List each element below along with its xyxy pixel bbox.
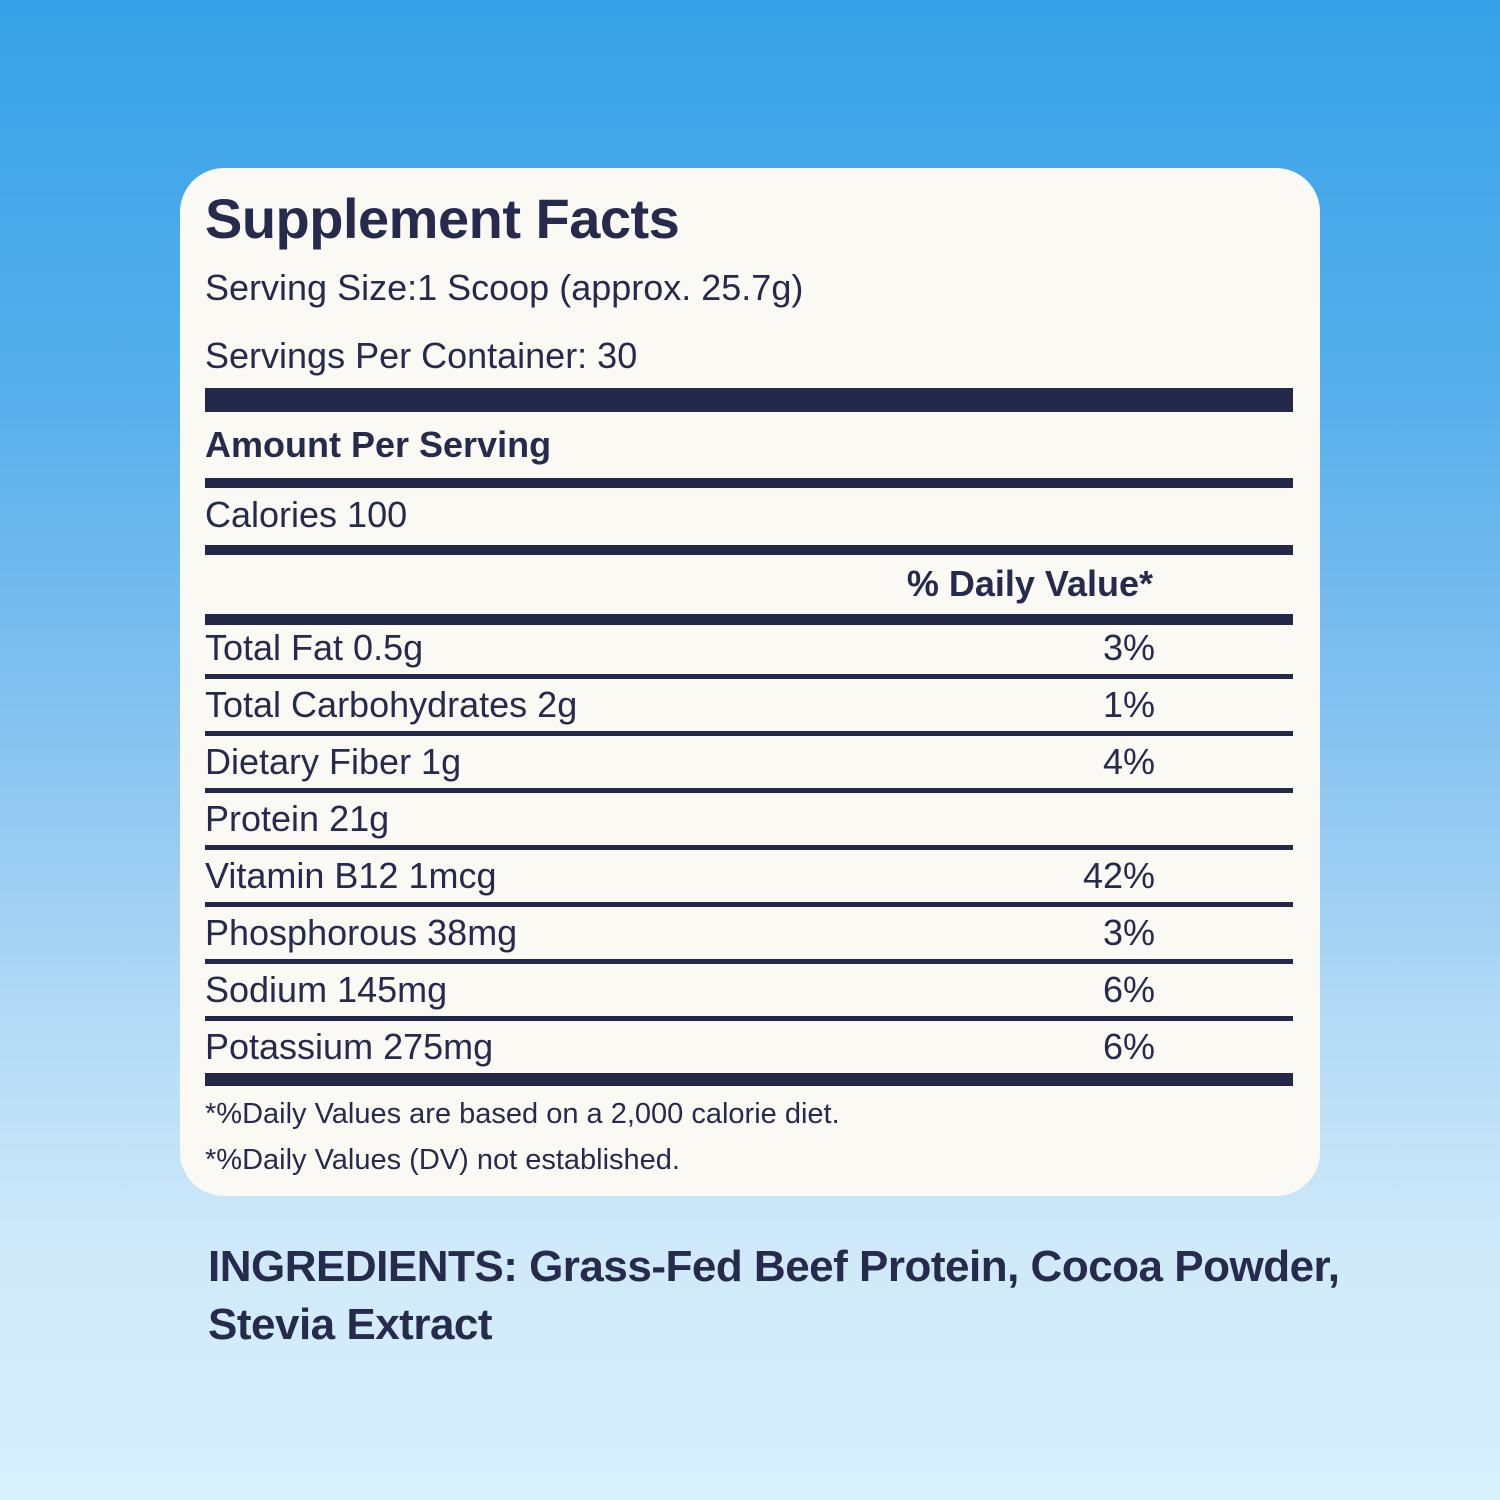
row-divider [205, 674, 1293, 679]
rule-under-daily-value-header [205, 614, 1293, 625]
nutrient-name: Total Fat 0.5g [205, 627, 424, 668]
thick-rule-top [205, 388, 1293, 412]
row-divider [205, 731, 1293, 736]
daily-value-column-header: % Daily Value* [906, 563, 1153, 604]
rule-under-amount-per-serving [205, 478, 1293, 488]
serving-size-text: Serving Size:1 Scoop (approx. 25.7g) [205, 267, 804, 308]
nutrient-daily-value: 6% [1102, 969, 1155, 1010]
rule-under-calories [205, 545, 1293, 555]
nutrient-daily-value: 6% [1102, 1026, 1155, 1067]
nutrient-row-sodium: Sodium 145mg 6% [205, 964, 1293, 1016]
nutrient-row-total-fat: Total Fat 0.5g 3% [205, 622, 1293, 674]
nutrient-row-total-carbohydrates: Total Carbohydrates 2g 1% [205, 679, 1293, 731]
row-divider [205, 845, 1293, 850]
thick-rule-bottom [205, 1073, 1293, 1086]
nutrient-daily-value: 4% [1102, 741, 1155, 782]
panel-title: Supplement Facts [205, 187, 680, 250]
nutrient-daily-value: 42% [1082, 855, 1155, 896]
nutrient-row-potassium: Potassium 275mg 6% [205, 1021, 1293, 1073]
nutrient-row-dietary-fiber: Dietary Fiber 1g 4% [205, 736, 1293, 788]
row-divider [205, 959, 1293, 964]
ingredients-line-1: INGREDIENTS: Grass-Fed Beef Protein, Coc… [208, 1242, 1340, 1291]
nutrient-name: Phosphorous 38mg [205, 912, 518, 953]
daily-value-footnote: *%Daily Values are based on a 2,000 calo… [205, 1098, 840, 1130]
nutrient-name: Vitamin B12 1mcg [205, 855, 497, 896]
row-divider [205, 1016, 1293, 1021]
servings-per-container-text: Servings Per Container: 30 [205, 335, 638, 376]
nutrient-name: Potassium 275mg [205, 1026, 494, 1067]
nutrient-row-protein: Protein 21g [205, 793, 1293, 845]
amount-per-serving-heading: Amount Per Serving [205, 424, 552, 465]
nutrient-daily-value: 3% [1102, 912, 1155, 953]
nutrient-row-vitamin-b12: Vitamin B12 1mcg 42% [205, 850, 1293, 902]
nutrient-daily-value: 1% [1102, 684, 1155, 725]
nutrient-row-phosphorous: Phosphorous 38mg 3% [205, 907, 1293, 959]
row-divider [205, 788, 1293, 793]
nutrient-name: Sodium 145mg [205, 969, 448, 1010]
calories-text: Calories 100 [205, 494, 408, 535]
ingredients-line-2: Stevia Extract [208, 1300, 493, 1349]
ingredients-text: INGREDIENTS: Grass-Fed Beef Protein, Coc… [208, 1238, 1368, 1354]
supplement-facts-panel: Supplement Facts Serving Size:1 Scoop (a… [180, 168, 1320, 1196]
row-divider [205, 902, 1293, 907]
nutrient-name: Protein 21g [205, 798, 390, 839]
nutrient-daily-value: 3% [1102, 627, 1155, 668]
nutrient-name: Total Carbohydrates 2g [205, 684, 578, 725]
daily-value-not-established-footnote: *%Daily Values (DV) not established. [205, 1144, 680, 1176]
nutrient-name: Dietary Fiber 1g [205, 741, 462, 782]
